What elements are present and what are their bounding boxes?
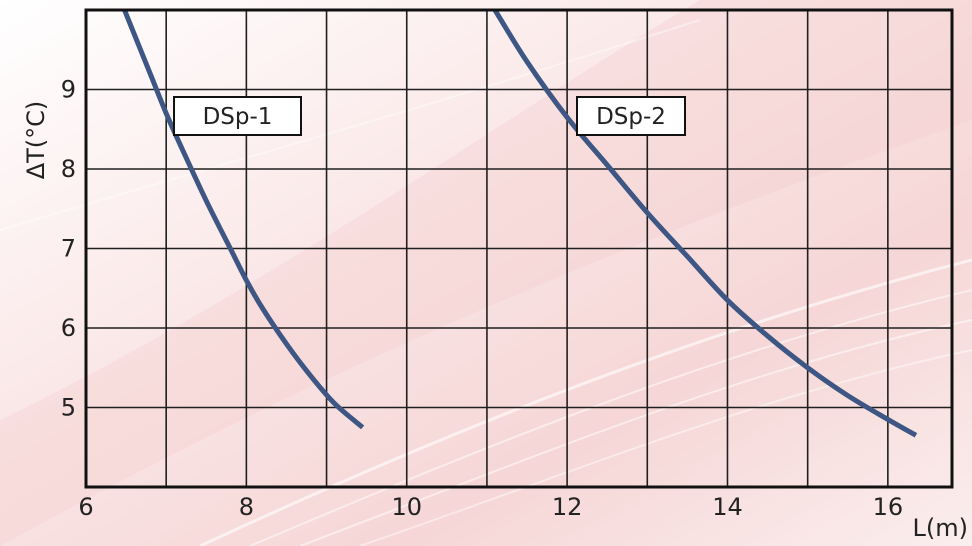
x-tick-label: 12 <box>552 493 583 521</box>
y-tick-label: 6 <box>61 314 76 342</box>
x-tick-label: 14 <box>712 493 743 521</box>
y-tick-label: 8 <box>61 155 76 183</box>
series-lines <box>122 10 918 438</box>
x-tick-label: 6 <box>78 493 93 521</box>
tick-labels: 6 8 10 12 14 16 5 6 7 8 9 <box>61 76 903 522</box>
plot-frame <box>84 8 954 489</box>
grid <box>85 9 952 488</box>
x-tick-label: 8 <box>239 493 254 521</box>
x-tick-label: 10 <box>391 493 422 521</box>
y-tick-label: 9 <box>61 76 76 104</box>
series-line-dsp-1 <box>122 10 365 430</box>
series-label-box <box>576 96 686 136</box>
series-line-dsp-2 <box>492 10 918 438</box>
series-labels: DSp-1 DSp-2 <box>173 96 686 136</box>
series-label-dsp-2: DSp-2 <box>596 104 666 130</box>
y-tick-label: 5 <box>61 394 76 422</box>
x-axis-label: L(m) <box>913 514 968 542</box>
series-label-box <box>173 96 302 136</box>
series-label-dsp-1: DSp-1 <box>203 104 273 130</box>
y-tick-label: 7 <box>61 235 76 263</box>
x-tick-label: 16 <box>873 493 904 521</box>
y-axis-label: ΔT(°C) <box>22 101 50 180</box>
